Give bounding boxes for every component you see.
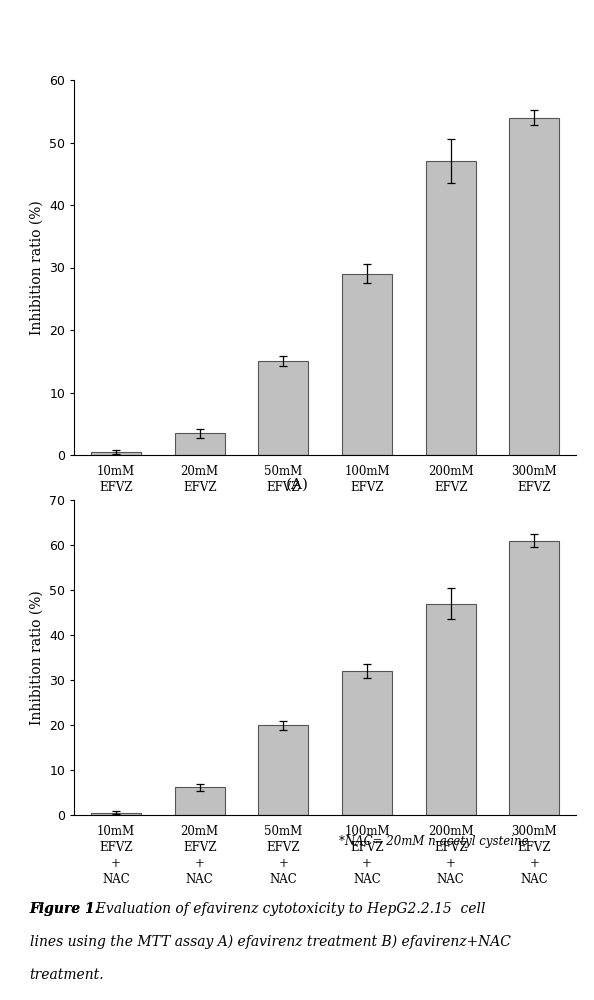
Text: Figure 1.: Figure 1. <box>30 902 100 916</box>
Bar <box>91 813 141 815</box>
Bar <box>258 725 308 815</box>
Bar <box>175 433 225 455</box>
Bar <box>425 161 476 455</box>
Bar <box>91 452 141 455</box>
Bar <box>509 117 560 455</box>
Text: treatment.: treatment. <box>30 968 105 982</box>
Bar <box>175 787 225 815</box>
Bar <box>258 361 308 455</box>
Text: Figure 1.: Figure 1. <box>30 902 100 916</box>
Bar <box>425 603 476 815</box>
Y-axis label: Inhibition ratio (%): Inhibition ratio (%) <box>30 200 44 335</box>
Text: (A): (A) <box>286 478 308 492</box>
Bar <box>342 274 392 455</box>
Y-axis label: Inhibition ratio (%): Inhibition ratio (%) <box>30 590 44 725</box>
Text: lines using the MTT assay A) efavirenz treatment B) efavirenz+NAC: lines using the MTT assay A) efavirenz t… <box>30 935 511 949</box>
Bar <box>509 540 560 815</box>
Text: *NAC= 20mM n-acetyl cysteine: *NAC= 20mM n-acetyl cysteine <box>339 836 529 848</box>
Bar <box>342 671 392 815</box>
Text: Evaluation of efavirenz cytotoxicity to HepG2.2.15  cell: Evaluation of efavirenz cytotoxicity to … <box>87 902 486 916</box>
